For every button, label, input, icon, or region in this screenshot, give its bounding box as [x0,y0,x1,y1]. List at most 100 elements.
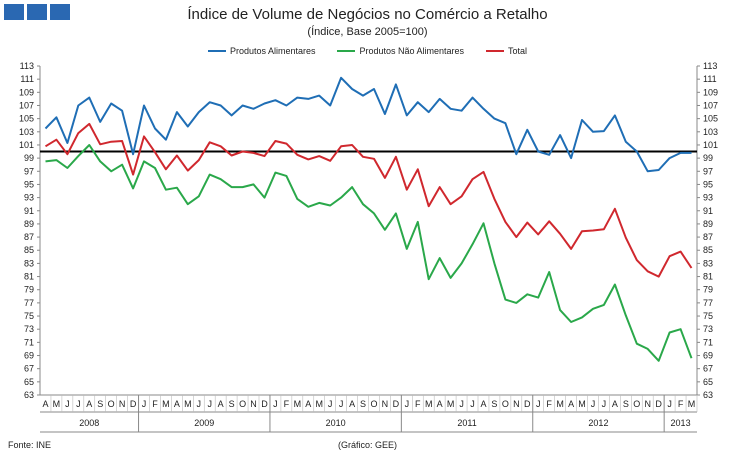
x-tick-label: A [86,399,92,409]
legend-swatch [337,50,356,52]
y-tick-label-right: 85 [703,245,713,255]
x-tick-label: A [174,399,180,409]
x-tick-label: A [612,399,618,409]
y-tick-label-right: 63 [703,390,713,400]
y-tick-label-left: 75 [24,311,34,321]
chart-subtitle: (Índice, Base 2005=100) [307,26,428,38]
logo-square [27,4,47,20]
x-tick-label: S [229,399,235,409]
y-tick-label-right: 111 [703,74,717,84]
y-tick-label-right: 109 [703,87,718,97]
x-tick-label: A [568,399,574,409]
y-tick-label-right: 95 [703,179,713,189]
x-tick-label: J [197,399,202,409]
x-tick-label: A [437,399,443,409]
x-tick-label: J [142,399,147,409]
y-tick-label-right: 67 [703,364,713,374]
y-tick-label-left: 113 [20,61,34,71]
x-tick-label: M [184,399,192,409]
x-tick-label: D [130,399,137,409]
x-tick-label: S [623,399,629,409]
x-tick-label: D [261,399,268,409]
x-tick-label: J [667,399,672,409]
x-tick-label: F [546,399,552,409]
x-tick-label: J [339,399,344,409]
year-label: 2009 [194,418,214,428]
series-line-0 [44,76,692,173]
y-tick-label-left: 91 [24,206,34,216]
y-tick-label-right: 97 [703,166,713,176]
x-tick-label: A [218,399,224,409]
x-tick-label: O [370,399,377,409]
x-tick-label: M [294,399,302,409]
x-tick-label: A [480,399,486,409]
y-tick-label-right: 101 [703,140,718,150]
y-tick-label-left: 63 [24,390,34,400]
x-tick-label: N [119,399,126,409]
x-tick-label: D [393,399,400,409]
x-tick-label: A [305,399,311,409]
legend-swatch [207,50,226,52]
y-tick-label-left: 79 [24,285,34,295]
x-tick-label: J [591,399,596,409]
year-label: 2008 [79,418,99,428]
x-tick-label: A [349,399,355,409]
x-tick-label: J [459,399,464,409]
y-tick-label-right: 99 [703,153,713,163]
y-tick-label-right: 93 [703,193,713,203]
y-tick-label-right: 75 [703,311,713,321]
y-tick-label-right: 103 [703,127,718,137]
x-tick-label: J [470,399,475,409]
x-tick-label: N [513,399,520,409]
y-tick-label-left: 83 [24,258,34,268]
y-tick-label-right: 113 [703,61,717,71]
y-tick-label-left: 99 [24,153,34,163]
y-tick-label-left: 95 [24,179,34,189]
x-tick-label: O [502,399,509,409]
y-tick-label-left: 97 [24,166,34,176]
y-tick-label-right: 89 [703,219,713,229]
y-tick-label-left: 85 [24,245,34,255]
legend-item-total: Total [486,46,527,56]
legend-item-nao-alimentares: Produtos Não Alimentares [337,46,464,56]
series-line-1 [45,144,693,362]
logo [4,4,70,20]
x-tick-label: F [284,399,290,409]
x-tick-label: N [644,399,651,409]
x-tick-label: M [162,399,170,409]
x-tick-label: J [273,399,278,409]
y-tick-label-left: 77 [24,298,34,308]
logo-square [4,4,24,20]
y-tick-label-right: 83 [703,258,713,268]
x-tick-label: M [556,399,564,409]
legend-swatch [486,50,505,52]
x-tick-label: F [678,399,684,409]
y-tick-label-left: 101 [19,140,34,150]
y-tick-label-right: 77 [703,298,713,308]
x-tick-label: M [688,399,696,409]
x-tick-label: J [65,399,70,409]
y-tick-label-right: 79 [703,285,713,295]
x-tick-label: J [207,399,212,409]
x-tick-label: M [53,399,61,409]
y-tick-label-left: 81 [24,272,34,282]
x-tick-label: O [239,399,246,409]
legend-label: Produtos Não Alimentares [359,46,465,56]
year-label: 2013 [671,418,691,428]
y-tick-label-right: 107 [703,100,718,110]
year-label: 2011 [457,418,476,428]
x-tick-label: N [382,399,389,409]
x-tick-label: O [633,399,640,409]
x-tick-label: M [578,399,586,409]
x-tick-label: J [76,399,81,409]
chart-credit: (Gráfico: GEE) [337,440,397,450]
x-tick-label: N [250,399,257,409]
x-tick-label: O [108,399,115,409]
chart-title: Índice de Volume de Negócios no Comércio… [187,6,548,23]
x-tick-label: J [536,399,541,409]
x-tick-label: J [405,399,410,409]
year-label: 2010 [326,418,346,428]
x-tick-label: S [360,399,366,409]
x-tick-label: J [328,399,333,409]
